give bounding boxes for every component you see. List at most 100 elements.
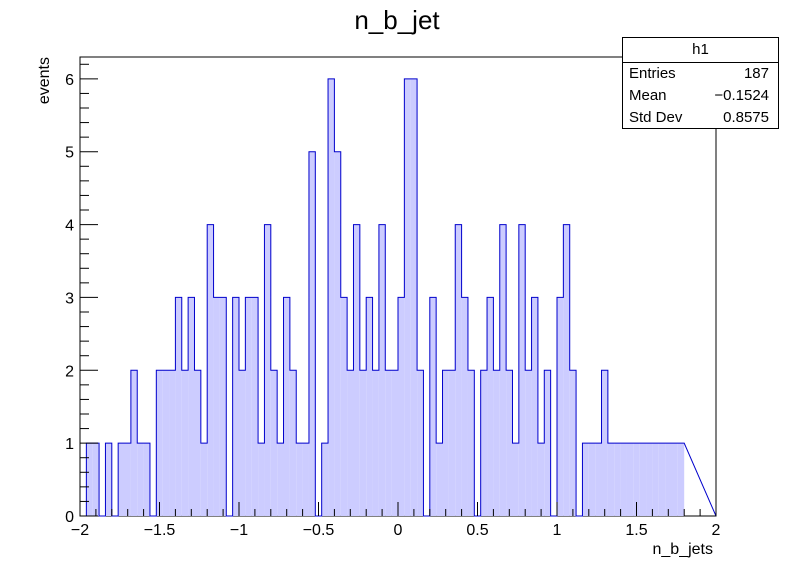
histogram-bar — [181, 370, 189, 516]
y-tick-label: 2 — [65, 363, 74, 380]
histogram-bar — [366, 297, 373, 516]
histogram-bar — [652, 443, 659, 516]
histogram-bar — [461, 297, 468, 516]
x-tick-label: −1 — [230, 522, 248, 539]
stats-row-stddev: Std Dev 0.8575 — [623, 107, 778, 129]
histogram-bar — [588, 443, 596, 516]
x-tick-label: −2 — [71, 522, 89, 539]
stats-mean-value: −0.1524 — [714, 87, 769, 104]
histogram-bar — [137, 443, 144, 516]
stats-row-entries: Entries 187 — [623, 63, 778, 85]
x-tick-label: 0 — [394, 522, 403, 539]
histogram-bar — [557, 297, 564, 516]
histogram-bar — [467, 370, 475, 516]
histogram-bar — [499, 224, 507, 517]
histogram-bar — [283, 297, 290, 516]
histogram-bar — [347, 370, 354, 516]
histogram-bar — [245, 297, 252, 516]
histogram-bar — [258, 443, 265, 516]
histogram-bar — [658, 443, 666, 516]
y-tick-label: 4 — [65, 218, 74, 235]
histogram-bar — [487, 297, 494, 516]
histogram-bar — [359, 370, 367, 516]
histogram-bar — [251, 297, 259, 516]
y-tick-label: 6 — [65, 72, 74, 89]
histogram-bar — [512, 443, 519, 516]
histogram-bar — [264, 224, 271, 517]
chart-title: n_b_jet — [354, 5, 440, 35]
histogram-bar — [442, 370, 449, 516]
histogram-bar — [124, 443, 131, 516]
histogram-bar — [270, 370, 278, 516]
histogram-bar — [626, 443, 634, 516]
histogram-bar — [162, 370, 170, 516]
stats-entries-value: 187 — [743, 65, 769, 82]
histogram-bar — [646, 443, 653, 516]
histogram-bar — [639, 443, 647, 516]
axes: −2 −1.5 −1 −0.5 0 0.5 1 1.5 2 0 1 2 3 4 5 6 — [65, 63, 721, 539]
histogram-bar — [169, 370, 176, 516]
histogram-bar — [429, 297, 437, 516]
histogram-bar — [277, 443, 284, 516]
histogram-bar — [372, 370, 379, 516]
stats-stddev-value: 0.8575 — [723, 109, 769, 126]
histogram-bar — [353, 224, 360, 517]
histogram-bar — [385, 370, 392, 516]
y-tick-label: 3 — [65, 290, 74, 307]
histogram-bar — [207, 224, 214, 517]
histogram-bar — [525, 370, 532, 516]
histogram-bar — [410, 78, 418, 516]
histogram-bar — [118, 443, 125, 516]
x-tick-label: −1.5 — [144, 522, 176, 539]
stats-title: h1 — [623, 38, 778, 63]
histogram-bar — [308, 151, 316, 516]
histogram-bar — [665, 443, 672, 516]
histogram-bar — [614, 443, 621, 516]
stats-mean-label: Mean — [629, 87, 667, 104]
histogram-bar — [156, 370, 163, 516]
histogram-bar — [601, 370, 608, 516]
histogram-bar — [677, 443, 685, 516]
stats-entries-label: Entries — [629, 65, 676, 82]
histogram-bar — [595, 443, 602, 516]
histogram-bar — [398, 297, 405, 516]
histogram-bar — [417, 370, 424, 516]
x-tick-label: 2 — [712, 522, 721, 539]
histogram-bar — [194, 370, 201, 516]
x-tick-label: 1.5 — [625, 522, 647, 539]
histogram-bar — [232, 297, 239, 516]
histogram-bar — [105, 443, 112, 516]
histogram-bar — [633, 443, 640, 516]
histogram-bar — [620, 443, 627, 516]
histogram-bar — [200, 443, 208, 516]
stats-box: h1 Entries 187 Mean −0.1524 Std Dev 0.85… — [622, 37, 779, 129]
histogram-bar — [537, 443, 545, 516]
histogram-bar — [607, 443, 615, 516]
histogram-bar — [455, 224, 462, 517]
histogram-bar — [518, 224, 526, 517]
histogram-bar — [480, 370, 488, 516]
y-axis-label: events — [36, 57, 53, 104]
histogram-bar — [302, 443, 309, 516]
stats-row-mean: Mean −0.1524 — [623, 85, 778, 107]
histogram-bar — [404, 78, 411, 516]
histogram-bar — [239, 370, 246, 516]
histogram-bar — [436, 443, 443, 516]
histogram-bar — [92, 443, 100, 516]
histogram-bar — [334, 151, 341, 516]
y-tick-label: 0 — [65, 509, 74, 526]
histogram-bar — [219, 297, 227, 516]
histogram-bar — [130, 370, 138, 516]
histogram-bar — [289, 370, 297, 516]
x-tick-label: 1 — [553, 522, 562, 539]
x-axis-label: n_b_jets — [653, 541, 714, 558]
histogram-bar — [493, 370, 500, 516]
histogram-bar — [86, 443, 93, 516]
histogram-bar — [321, 443, 329, 516]
histogram-bar — [506, 370, 513, 516]
histogram-bar — [213, 297, 220, 516]
histogram-bar — [569, 370, 577, 516]
y-tick-label: 1 — [65, 436, 74, 453]
x-tick-label: −0.5 — [303, 522, 335, 539]
